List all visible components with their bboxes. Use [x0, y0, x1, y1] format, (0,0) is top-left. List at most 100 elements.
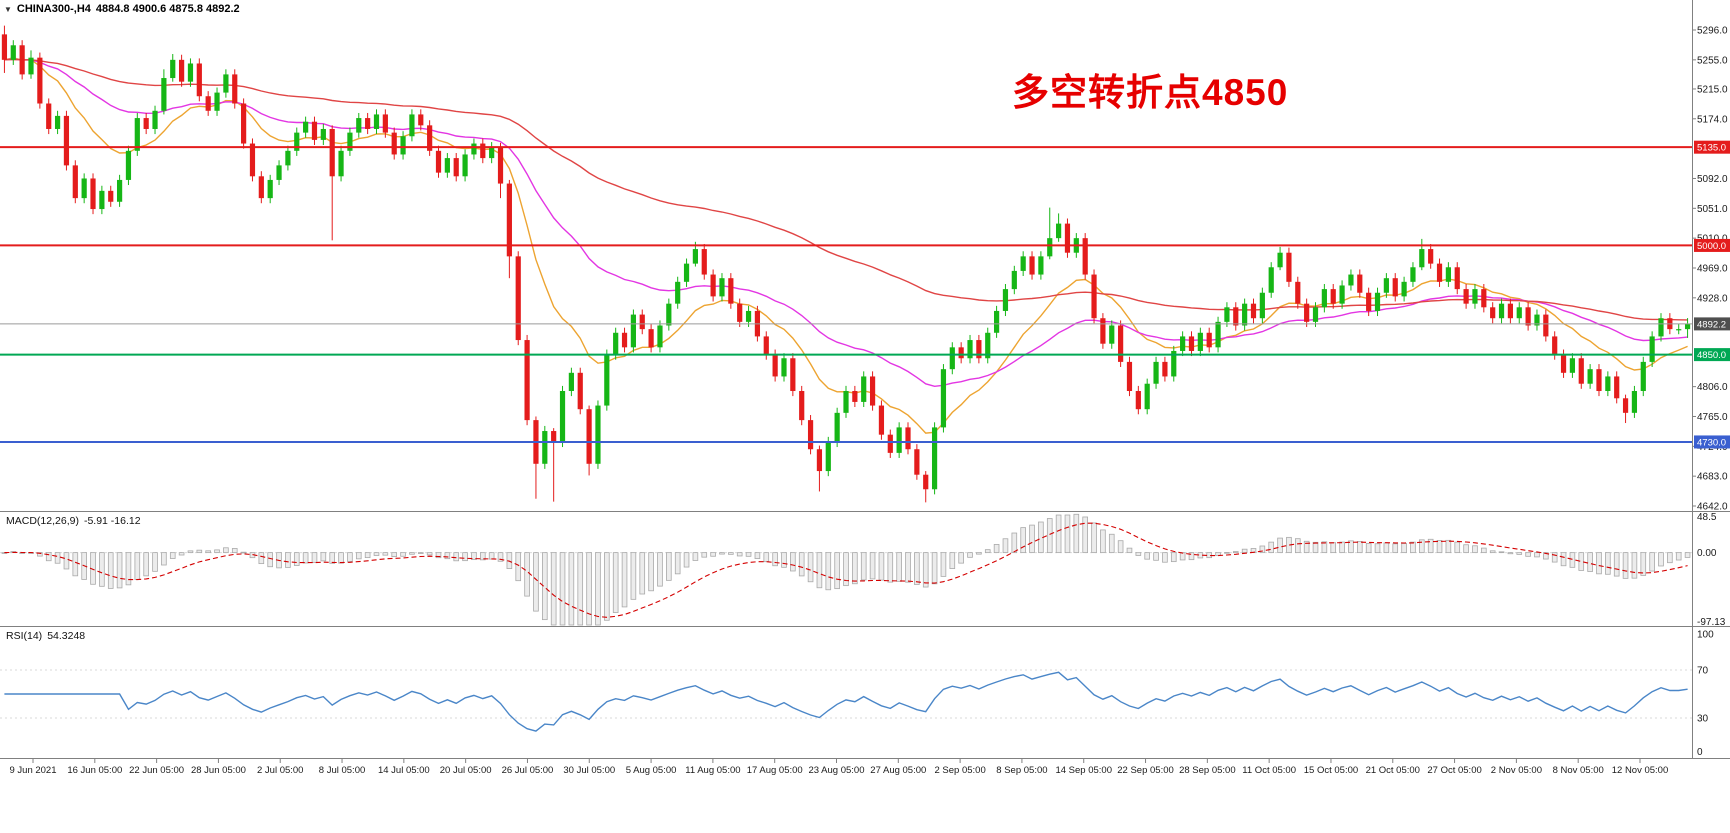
price-badge — [1694, 238, 1730, 252]
macd-histogram-bar — [1534, 552, 1540, 558]
macd-histogram-bar — [54, 552, 61, 564]
candle-body — [338, 150, 344, 177]
macd-histogram-bar — [302, 552, 309, 564]
macd-histogram-bar — [409, 552, 415, 555]
candle-body — [905, 427, 911, 450]
candle-body — [728, 278, 734, 304]
candle-body — [1100, 318, 1106, 344]
price-tick-label: 5215.0 — [1697, 84, 1728, 95]
macd-histogram-bar — [205, 550, 211, 554]
candle-body — [692, 249, 699, 264]
macd-histogram-bar — [568, 552, 575, 626]
candle-body — [666, 303, 672, 326]
candle-body — [311, 121, 318, 140]
macd-histogram-bar — [1454, 541, 1461, 554]
macd-histogram-bar — [1100, 529, 1106, 554]
macd-histogram-bar — [1268, 541, 1275, 554]
macd-histogram-bar — [143, 552, 149, 577]
macd-histogram-bar — [1507, 552, 1514, 555]
candle-body — [834, 412, 840, 442]
macd-histogram-bar — [648, 552, 654, 592]
macd-histogram-bar — [1162, 552, 1168, 563]
candle-body — [161, 78, 167, 111]
price-badge — [1694, 140, 1730, 154]
macd-histogram-bar — [1259, 545, 1266, 554]
macd-histogram-bar — [169, 552, 176, 559]
candle-body — [1614, 376, 1620, 399]
candle-body — [329, 128, 335, 177]
rsi-axis-label: 0 — [1697, 747, 1703, 758]
macd-histogram-bar — [1277, 537, 1283, 554]
macd-histogram-bar — [152, 552, 158, 572]
price-badge — [1694, 348, 1730, 362]
ohlc-values: 4884.8 4900.6 4875.8 4892.2 — [95, 3, 240, 15]
candle-body — [223, 74, 229, 93]
macd-histogram-bar — [1153, 552, 1159, 561]
candle-body — [214, 92, 220, 111]
date-label: 14 Sep 05:00 — [1055, 765, 1112, 776]
date-label: 11 Aug 05:00 — [685, 765, 740, 776]
date-label: 5 Aug 05:00 — [626, 765, 677, 776]
candle-body — [1348, 274, 1354, 286]
candle-body — [604, 354, 610, 406]
macd-histogram-bar — [1215, 552, 1221, 556]
candle-body — [1118, 325, 1124, 362]
date-label: 30 Jul 05:00 — [563, 765, 615, 776]
candle-body — [276, 165, 282, 180]
candle-body — [843, 391, 849, 413]
macd-histogram-bar — [1330, 542, 1337, 554]
candle-body — [187, 63, 194, 82]
macd-histogram-bar — [488, 552, 495, 560]
macd-histogram-bar — [373, 552, 380, 556]
candle-body — [1552, 336, 1558, 355]
macd-axis-label: 48.5 — [1697, 512, 1717, 523]
macd-histogram-bar — [1569, 552, 1576, 568]
candle-body — [134, 118, 140, 151]
macd-histogram-bar — [161, 552, 167, 566]
candle-body — [639, 314, 645, 330]
candle-body — [923, 474, 929, 490]
macd-histogram-bar — [1587, 552, 1593, 572]
date-label: 8 Sep 05:00 — [996, 765, 1047, 776]
date-label: 28 Jun 05:00 — [191, 765, 246, 776]
ma-mid-magenta — [4, 58, 1688, 388]
price-tick-label: 5296.0 — [1697, 26, 1728, 37]
macd-histogram-bar — [993, 544, 1000, 554]
candle-body — [1507, 303, 1513, 319]
candle-body — [1206, 332, 1212, 348]
candle-body — [542, 431, 548, 464]
candle-body — [294, 132, 300, 151]
date-label: 26 Jul 05:00 — [502, 765, 554, 776]
candle-body — [1525, 307, 1531, 326]
macd-histogram-bar — [240, 551, 247, 554]
macd-histogram-bar — [586, 552, 592, 626]
macd-histogram-bar — [843, 552, 849, 587]
macd-histogram-bar — [462, 552, 468, 562]
macd-histogram-bar — [1649, 552, 1655, 572]
macd-histogram-bar — [1596, 552, 1602, 575]
candle-body — [914, 449, 920, 475]
macd-histogram-bar — [639, 552, 646, 595]
macd-histogram-bar — [1055, 514, 1062, 554]
candle-body — [1658, 318, 1664, 337]
candle-body — [444, 158, 450, 173]
candle-body — [1569, 358, 1576, 373]
candle-body — [595, 405, 601, 464]
candle-body — [1304, 303, 1310, 322]
macd-histogram-bar — [444, 552, 451, 560]
chart-annotation-text[interactable]: 多空转折点4850 — [1012, 72, 1289, 113]
candle-body — [887, 434, 893, 453]
macd-histogram-bar — [338, 552, 344, 564]
candle-body — [409, 114, 415, 137]
macd-histogram-bar — [497, 552, 504, 562]
macd-histogram-bar — [896, 552, 902, 582]
macd-histogram-bar — [417, 552, 424, 554]
macd-histogram-bar — [45, 552, 52, 562]
macd-histogram-bar — [1170, 552, 1177, 563]
macd-histogram-bar — [976, 552, 982, 555]
macd-histogram-bar — [1667, 552, 1673, 564]
candle-body — [1126, 361, 1133, 392]
candle-body — [179, 59, 185, 82]
symbol-dropdown-icon[interactable]: ▼ — [4, 4, 12, 14]
